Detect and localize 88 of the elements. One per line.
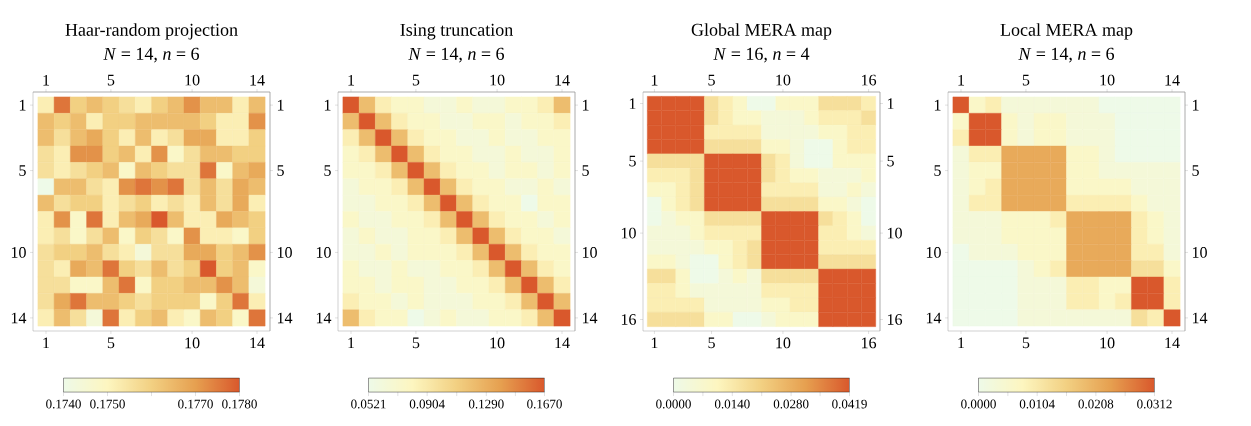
category-label: 14 (555, 74, 570, 86)
x-tick-label: 14 (1165, 337, 1180, 349)
category-label: 5 (107, 74, 115, 86)
y-tick-label: 10 (316, 247, 331, 258)
chart-subtitle: N = 14, n = 6 (408, 47, 505, 63)
color-bar-label: 0.0521 (351, 399, 386, 409)
y-tick-label: 1 (629, 98, 636, 109)
y2-tick-label: 14 (582, 312, 598, 324)
category-label: 10 (185, 74, 200, 86)
y2-tick-label: 16 (887, 314, 903, 325)
x-tick-label: 10 (185, 337, 200, 349)
y2-tick-label: 10 (887, 227, 902, 239)
category-label: 16 (862, 74, 877, 86)
x-tick-label: 14 (555, 337, 570, 349)
category-label: 10 (1100, 74, 1115, 86)
x-tick-label: 1 (43, 337, 50, 349)
x-tick-label: 1 (651, 337, 658, 349)
y2-tick-label: 14 (1192, 312, 1208, 324)
color-bar-label: 0.1770 (178, 399, 213, 409)
category-label: 1 (43, 74, 50, 86)
x-tick-label: 1 (958, 337, 965, 349)
y-tick-label: 5 (629, 155, 636, 167)
x-tick-label: 1 (348, 337, 355, 349)
y-tick-label: 1 (19, 99, 26, 111)
y-tick-label: 10 (926, 247, 941, 258)
category-label: 5 (412, 74, 420, 86)
category-label: 10 (490, 74, 505, 86)
y2-tick-label: 1 (277, 99, 284, 111)
color-bar-label: 0.1670 (527, 399, 562, 409)
y2-tick-label: 5 (582, 165, 589, 176)
x-tick-label: 5 (107, 337, 115, 349)
y-tick-label: 5 (19, 165, 26, 176)
category-label: 1 (651, 74, 658, 86)
x-tick-label: 10 (776, 337, 791, 349)
category-label: 1 (958, 74, 965, 86)
category-label: 1 (348, 74, 355, 86)
color-bar-label: 0.0280 (773, 399, 809, 409)
y2-tick-label: 5 (887, 155, 894, 167)
category-label: 5 (708, 74, 715, 86)
y-tick-label: 10 (11, 247, 26, 258)
y2-tick-label: 5 (1192, 165, 1199, 176)
y-tick-label: 14 (316, 312, 332, 324)
y-tick-label: 14 (11, 312, 27, 324)
color-bar-label: 0.0904 (409, 399, 445, 409)
color-bar-label: 0.0419 (832, 399, 867, 409)
chart-subtitle: N = 14, n = 6 (1018, 47, 1115, 63)
chart-title: Global MERA map (691, 23, 832, 40)
color-bar-label: 0.0208 (1078, 399, 1114, 409)
category-label: 10 (776, 74, 791, 86)
category-label: 14 (250, 74, 265, 86)
y2-tick-label: 10 (277, 247, 292, 258)
y2-tick-label: 5 (277, 165, 284, 176)
x-tick-label: 16 (862, 337, 877, 349)
color-bar-label: 0.0140 (714, 399, 750, 409)
y-tick-label: 14 (926, 312, 942, 324)
y2-tick-label: 10 (1192, 247, 1207, 258)
y-tick-label: 1 (324, 99, 331, 111)
chart-subtitle: N = 16, n = 4 (713, 47, 810, 63)
color-bar-label: 0.0000 (656, 399, 691, 409)
color-bar-label: 0.1740 (46, 399, 81, 409)
y-tick-label: 10 (621, 227, 636, 239)
x-tick-label: 10 (1100, 337, 1115, 349)
y2-tick-label: 14 (277, 312, 293, 324)
y2-tick-label: 1 (1192, 99, 1199, 111)
chart-title: Ising truncation (400, 23, 513, 40)
color-bar-label: 0.0000 (961, 399, 996, 409)
y-tick-label: 5 (934, 165, 941, 176)
y2-tick-label: 1 (582, 99, 589, 111)
color-bar-label: 0.1780 (222, 399, 257, 409)
x-tick-label: 14 (250, 337, 265, 349)
x-tick-label: 5 (708, 337, 715, 349)
y-tick-label: 5 (324, 165, 331, 176)
y-tick-label: 16 (621, 314, 636, 325)
x-tick-label: 10 (490, 337, 505, 349)
color-bar-label: 0.0312 (1137, 399, 1172, 409)
y2-tick-label: 1 (887, 98, 894, 109)
color-bar-label: 0.1750 (90, 399, 125, 409)
color-bar-label: 0.0104 (1019, 399, 1055, 409)
color-bar-label: 0.1290 (468, 399, 504, 409)
category-label: 5 (1022, 74, 1030, 86)
category-label: 14 (1165, 74, 1180, 86)
chart-title: Local MERA map (1000, 23, 1133, 40)
x-tick-label: 5 (1022, 337, 1030, 349)
y2-tick-label: 10 (582, 247, 597, 258)
chart-subtitle: N = 14, n = 6 (103, 47, 200, 63)
y-tick-label: 1 (934, 99, 941, 111)
x-tick-label: 5 (412, 337, 420, 349)
chart-title: Haar-random projection (65, 23, 238, 40)
